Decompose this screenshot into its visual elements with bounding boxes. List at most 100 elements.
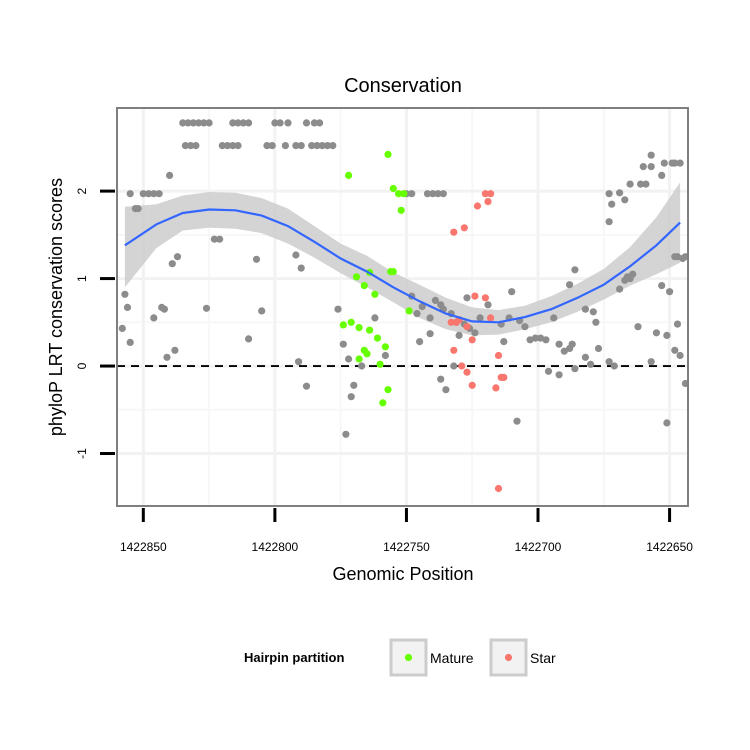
legend-title: Hairpin partition (244, 650, 344, 665)
data-point-other (658, 171, 666, 179)
data-point-other (560, 347, 568, 355)
data-point-other (663, 331, 671, 339)
data-point-other (663, 419, 671, 427)
data-point-star (471, 292, 479, 300)
data-point-other (639, 163, 647, 171)
data-point-other (416, 338, 424, 346)
data-point-other (339, 340, 347, 348)
data-point-other (439, 190, 447, 198)
data-point-other (276, 119, 284, 127)
data-point-other (608, 200, 616, 208)
data-point-mature (347, 318, 355, 326)
data-point-other (476, 314, 484, 322)
data-point-other (200, 119, 208, 127)
data-point-mature (389, 184, 397, 193)
data-point-other (181, 142, 189, 150)
data-point-star (484, 198, 492, 206)
data-point-mature (352, 273, 361, 281)
data-point-mature (373, 334, 382, 342)
data-point-other (381, 351, 389, 360)
panel-border (116, 107, 689, 507)
data-point-other (652, 329, 661, 337)
data-point-other (126, 338, 134, 346)
data-point-other (205, 119, 213, 127)
data-point-other (673, 320, 682, 328)
data-point-other (621, 196, 629, 204)
y-axis-title: phyloP LRT conservation scores (46, 178, 66, 436)
data-point-mature (379, 399, 387, 407)
plot-panel (116, 107, 690, 507)
data-point-other (568, 340, 576, 348)
data-point-star (463, 323, 471, 331)
data-point-other (610, 362, 618, 370)
data-point-other (171, 346, 179, 354)
data-point-mature (345, 171, 353, 179)
data-point-other (581, 353, 590, 361)
data-point-other (455, 331, 463, 339)
legend-label-star: Star (530, 650, 556, 666)
data-point-other (292, 251, 300, 259)
data-point-other (647, 163, 655, 171)
data-point-other (284, 119, 292, 127)
y-axis: -1 0 1 2 (75, 187, 115, 459)
data-point-star (481, 190, 489, 198)
data-point-other (637, 180, 645, 188)
data-point-mature (355, 324, 363, 332)
data-point-star (487, 190, 495, 198)
data-point-star (450, 346, 458, 354)
data-point-other (179, 119, 187, 127)
data-point-mature (384, 386, 392, 394)
data-point-other (323, 142, 332, 150)
data-point-star (458, 362, 466, 370)
data-point-other (345, 355, 353, 363)
chart-title: Conservation (344, 75, 462, 97)
data-point-star (452, 318, 460, 326)
data-point-other (566, 281, 574, 289)
data-point-other (594, 344, 603, 353)
data-point-other (218, 142, 226, 150)
data-point-other (671, 346, 679, 354)
data-point-other (150, 190, 158, 198)
data-point-other (126, 190, 134, 198)
data-point-other (647, 151, 655, 159)
data-point-other (223, 142, 232, 150)
data-point-other (216, 235, 224, 243)
y-tick-label: 2 (75, 187, 89, 194)
data-point-other (268, 142, 276, 150)
data-point-other (426, 330, 434, 338)
data-point-other (463, 294, 471, 302)
data-point-other (334, 305, 342, 313)
legend-swatch-mature (404, 653, 413, 662)
data-point-other (471, 329, 479, 337)
data-point-other (550, 314, 558, 322)
data-point-other (202, 304, 211, 312)
data-point-other (616, 285, 624, 293)
data-point-star (468, 381, 476, 389)
y-tick-label: 0 (75, 362, 89, 369)
points-layer (118, 119, 690, 493)
data-point-mature (389, 268, 397, 276)
data-point-mature (395, 190, 403, 198)
data-point-mature (384, 150, 392, 158)
data-point-other (676, 351, 684, 360)
data-point-mature (339, 321, 347, 329)
x-tick-label: 1422800 (252, 540, 299, 554)
data-point-other (542, 336, 550, 344)
data-point-other (437, 375, 445, 383)
confidence-ribbon (124, 182, 681, 336)
data-point-other (442, 386, 450, 394)
data-point-star (450, 228, 458, 236)
y-tick-label: -1 (75, 448, 89, 459)
data-point-mature (360, 282, 368, 290)
data-point-other (134, 205, 142, 213)
x-tick-label: 1422850 (120, 540, 167, 554)
data-point-other (234, 142, 242, 150)
data-point-other (350, 381, 358, 389)
data-point-other (605, 218, 613, 226)
data-point-other (297, 142, 305, 150)
data-point-other (431, 296, 439, 304)
data-point-star (492, 384, 500, 392)
data-point-other (571, 365, 579, 373)
data-point-other (271, 119, 279, 127)
